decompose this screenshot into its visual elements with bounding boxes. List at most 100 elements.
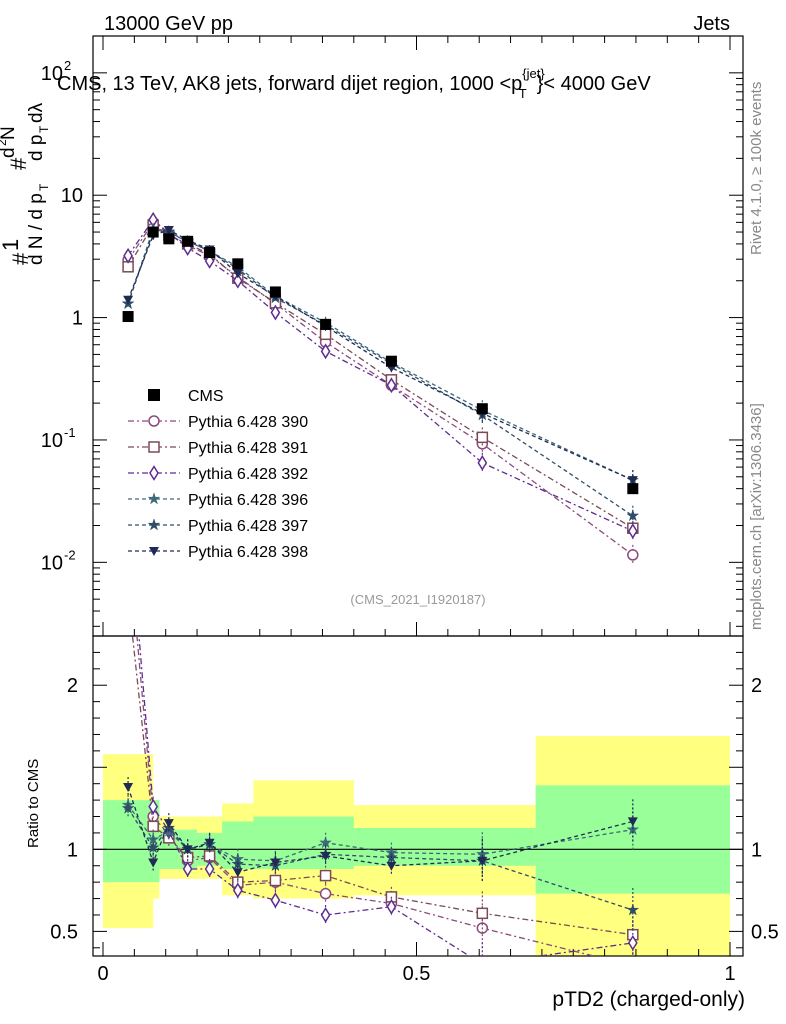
ratio-y-axis-label: Ratio to CMS bbox=[25, 759, 42, 848]
series-point bbox=[232, 269, 243, 279]
legend-marker bbox=[148, 441, 160, 453]
ratio-tick-label-right: 2 bbox=[751, 675, 762, 697]
ratio-point bbox=[232, 868, 243, 878]
svg-text:T: T bbox=[37, 125, 51, 133]
ratio-tick-label: 0.5 bbox=[50, 921, 78, 943]
legend-marker bbox=[149, 465, 159, 481]
svg-text:d: d bbox=[0, 147, 19, 158]
cms-point bbox=[269, 286, 281, 298]
y-tick-label: 10 bbox=[41, 63, 63, 85]
series-point bbox=[626, 508, 640, 522]
series-point bbox=[123, 295, 134, 305]
x-tick-label: 1 bbox=[724, 963, 735, 985]
x-axis-label: pTD2 (charged-only) bbox=[552, 988, 745, 1011]
series-line bbox=[127, 229, 634, 481]
ratio-line bbox=[138, 636, 633, 956]
ratio-point bbox=[121, 801, 135, 814]
ratio-point bbox=[386, 898, 397, 915]
ratio-point bbox=[148, 858, 159, 868]
ratio-point bbox=[626, 903, 640, 916]
cms-point bbox=[320, 318, 332, 330]
legend-label: Pythia 6.428 398 bbox=[188, 544, 308, 561]
ratio-point bbox=[182, 845, 193, 855]
ratio-point bbox=[627, 934, 638, 951]
ratio-point bbox=[204, 838, 215, 848]
ratio-point bbox=[182, 861, 193, 877]
ratio-point bbox=[148, 798, 159, 815]
cms-point bbox=[122, 311, 134, 323]
ratio-point bbox=[269, 874, 282, 887]
series-point bbox=[163, 225, 174, 235]
series-point bbox=[386, 377, 397, 394]
rivet-label: Rivet 4.1.0, ≥ 100k events bbox=[748, 82, 765, 255]
svg-text:dλ: dλ bbox=[26, 102, 47, 123]
ratio-panel-frame bbox=[92, 635, 744, 957]
mcplots-label: mcplots.cern.ch [arXiv:1306.3436] bbox=[748, 403, 765, 630]
legend-marker bbox=[147, 492, 161, 505]
y-tick-label: 1 bbox=[72, 308, 83, 330]
ratio-point bbox=[386, 861, 397, 871]
category-label: Jets bbox=[693, 13, 730, 35]
cms-point bbox=[627, 483, 639, 495]
legend-label: Pythia 6.428 390 bbox=[188, 414, 308, 431]
ratio-point bbox=[204, 861, 215, 877]
x-tick-label: 0 bbox=[97, 963, 108, 985]
legend-label-cms: CMS bbox=[188, 388, 224, 405]
band-inner bbox=[153, 800, 160, 883]
cms-point bbox=[147, 226, 159, 238]
legend-label: Pythia 6.428 391 bbox=[188, 440, 308, 457]
series-point bbox=[232, 272, 243, 289]
y-tick-label: 10 bbox=[61, 185, 83, 207]
ratio-point bbox=[123, 782, 134, 792]
ratio-point bbox=[476, 907, 489, 920]
series-point bbox=[627, 523, 638, 540]
ratio-point bbox=[320, 907, 331, 923]
legend-label: Pythia 6.428 397 bbox=[188, 518, 308, 535]
series-point bbox=[270, 304, 281, 321]
ratio-point bbox=[146, 840, 160, 854]
cms-point bbox=[204, 247, 216, 259]
svg-text:T: T bbox=[37, 183, 51, 191]
y-tick-label: 10 bbox=[41, 430, 63, 452]
ratio-point bbox=[477, 856, 488, 866]
y-tick-exponent: 2 bbox=[64, 58, 71, 73]
series-point bbox=[477, 454, 488, 471]
cms-point bbox=[182, 235, 194, 247]
y-tick-exponent: -1 bbox=[64, 425, 76, 440]
series-point bbox=[320, 343, 331, 360]
cms-data bbox=[122, 226, 639, 495]
legend: CMS Pythia 6.428 390 Pythia 6.428 391 Pythi… bbox=[128, 388, 308, 561]
cms-point bbox=[232, 258, 244, 270]
series-point bbox=[476, 431, 489, 444]
collision-label: 13000 GeV pp bbox=[104, 13, 233, 35]
cms-point bbox=[385, 355, 397, 367]
legend-label: Pythia 6.428 392 bbox=[188, 466, 308, 483]
y-tick-label: 10 bbox=[41, 552, 63, 574]
ratio-tick-label-right: 1 bbox=[751, 839, 762, 861]
x-tick-label: 0.5 bbox=[403, 963, 431, 985]
band-inner bbox=[103, 800, 154, 883]
svg-text:N: N bbox=[0, 126, 19, 140]
svg-text:1: 1 bbox=[0, 239, 23, 251]
ratio-line bbox=[136, 636, 597, 956]
ratio-point bbox=[319, 869, 332, 882]
legend-marker-cms bbox=[148, 389, 160, 401]
ratio-point bbox=[232, 882, 243, 899]
svg-text:#: # bbox=[6, 157, 31, 170]
svg-text:#: # bbox=[8, 252, 33, 265]
cms-point bbox=[163, 233, 175, 245]
ratio-point bbox=[163, 819, 174, 829]
ratio-point bbox=[320, 851, 331, 861]
series-curves bbox=[121, 211, 640, 956]
svg-text:d p: d p bbox=[26, 135, 47, 161]
legend-marker bbox=[148, 415, 160, 427]
analysis-reference: (CMS_2021_I1920187) bbox=[350, 592, 485, 607]
ratio-tick-label-right: 0.5 bbox=[751, 921, 779, 943]
ratio-tick-label: 1 bbox=[67, 839, 78, 861]
ratio-tick-label: 2 bbox=[67, 675, 78, 697]
svg-text:2: 2 bbox=[0, 139, 9, 146]
chart-title: CMS, 13 TeV, AK8 jets, forward dijet reg… bbox=[57, 66, 651, 101]
series-point bbox=[123, 247, 133, 264]
